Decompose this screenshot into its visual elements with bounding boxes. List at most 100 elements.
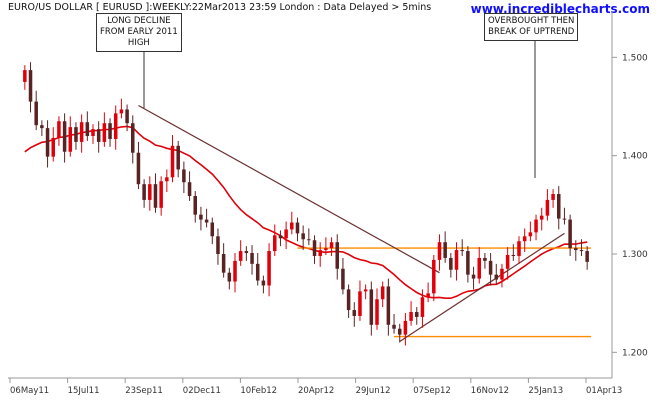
candle-body: [193, 195, 198, 215]
candle-body: [119, 109, 124, 114]
candle-body: [460, 250, 464, 252]
candle-body: [125, 109, 129, 124]
candle-body: [494, 274, 499, 280]
x-tick-label: 10Feb12: [240, 386, 277, 396]
candle-body: [142, 184, 146, 200]
candle-body: [278, 235, 283, 239]
candle-body: [187, 182, 192, 196]
candle-body: [261, 280, 266, 286]
candle-body: [130, 123, 135, 153]
candle-body: [74, 127, 78, 142]
candle-body: [409, 312, 413, 321]
candle-body: [301, 233, 305, 240]
candle-body: [227, 272, 232, 282]
downtrend-line: [138, 104, 440, 274]
candle-body: [153, 184, 158, 208]
candle-body: [517, 241, 521, 256]
candle-body: [210, 222, 215, 237]
y-tick-label: 1.500: [622, 53, 648, 63]
annotation-long-decline: LONG DECLINE FROM EARLY 2011 HIGH: [96, 13, 182, 52]
candle-body: [312, 240, 317, 256]
candle-body: [233, 260, 237, 282]
candle-body: [449, 257, 453, 270]
candle-body: [159, 181, 163, 208]
candle-body: [148, 184, 152, 200]
candle-body: [290, 222, 294, 230]
watermark-link[interactable]: www.incrediblecharts.com: [470, 2, 650, 16]
candle-body: [471, 274, 476, 279]
candle-body: [346, 289, 351, 311]
candle-body: [284, 229, 288, 239]
candle-body: [40, 125, 44, 129]
x-tick-label: 20Apr12: [298, 386, 334, 396]
x-tick-label: 01Apr13: [586, 386, 622, 396]
candle-body: [500, 268, 504, 280]
candle-body: [352, 310, 357, 316]
candle-body: [34, 101, 38, 126]
candle-body: [375, 299, 379, 325]
x-tick-label: 23Sep11: [125, 386, 163, 396]
x-tick-label: 29Jun12: [356, 386, 391, 396]
candle-body: [414, 312, 419, 317]
candle-body: [432, 259, 436, 294]
candle-body: [79, 122, 84, 142]
candle-body: [170, 145, 175, 178]
candle-body: [57, 121, 61, 138]
candle-body: [369, 289, 374, 325]
candle-body: [568, 219, 572, 249]
candle-body: [574, 248, 578, 251]
candle-body: [483, 257, 487, 261]
candle-body: [426, 293, 430, 298]
candle-body: [386, 286, 391, 325]
candle-body: [380, 286, 385, 300]
candle-body: [238, 251, 243, 261]
candle-body: [136, 152, 141, 185]
candle-body: [96, 129, 101, 142]
annotation-line: LONG DECLINE: [107, 16, 171, 26]
candle-body: [176, 145, 180, 170]
candle-body: [324, 248, 328, 251]
candle-body: [392, 324, 396, 329]
candle-body: [551, 194, 555, 200]
x-tick-label: 02Dec11: [183, 386, 221, 396]
candle-body: [318, 250, 322, 256]
candle-body: [199, 214, 203, 220]
annotation-line: HIGH: [127, 38, 150, 48]
candle-body: [545, 199, 550, 216]
candle-body: [488, 260, 493, 275]
candle-body: [295, 222, 300, 234]
candle-body: [255, 263, 260, 281]
candle-body: [579, 250, 584, 252]
candle-body: [28, 70, 33, 102]
candle-body: [113, 113, 118, 139]
x-tick-label: 25Jan13: [528, 386, 563, 396]
candle-body: [556, 194, 561, 219]
candle-body: [522, 236, 527, 242]
candle-body: [505, 254, 510, 269]
annotation-line: OVERBOUGHT THEN: [488, 16, 575, 26]
y-tick-label: 1.400: [622, 152, 648, 162]
x-tick-label: 16Nov12: [471, 386, 509, 396]
candle-body: [585, 251, 589, 262]
candle-body: [539, 215, 544, 220]
candle-body: [204, 219, 209, 223]
candle-body: [335, 242, 340, 269]
candle-body: [23, 70, 27, 82]
candle-body: [250, 253, 254, 264]
candle-body: [363, 289, 368, 292]
candle-body: [454, 250, 459, 270]
candle-body: [272, 235, 277, 252]
candle-body: [329, 242, 334, 249]
candle-body: [108, 123, 112, 139]
candle-body: [562, 218, 567, 220]
candle-body: [397, 328, 402, 335]
candle-body: [437, 242, 442, 260]
y-tick-label: 1.200: [622, 348, 648, 358]
candle-body: [341, 268, 345, 290]
candle-body: [85, 122, 90, 136]
candle-body: [358, 291, 362, 316]
uptrend-line: [399, 232, 565, 343]
candle-body: [466, 251, 470, 275]
